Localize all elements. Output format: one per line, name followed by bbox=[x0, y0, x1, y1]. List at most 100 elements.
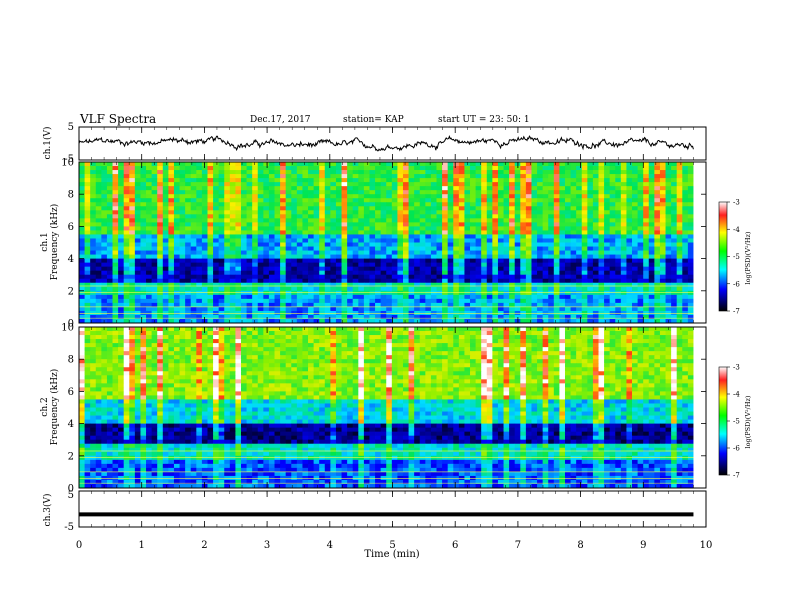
spectrogram-cell bbox=[497, 234, 504, 239]
spectrogram-cell bbox=[313, 298, 320, 304]
spectrogram-cell bbox=[548, 238, 555, 243]
spectrogram-cell bbox=[201, 331, 208, 336]
spectrogram-cell bbox=[324, 278, 331, 284]
spectrogram-cell bbox=[604, 314, 611, 320]
spectrogram-cell bbox=[637, 302, 644, 308]
spectrogram-cell bbox=[553, 294, 560, 300]
spectrogram-cell bbox=[659, 242, 666, 247]
spectrogram-cell bbox=[425, 174, 432, 179]
spectrogram-cell bbox=[151, 226, 158, 231]
spectrogram-cell bbox=[280, 343, 287, 348]
spectrogram-cell bbox=[659, 298, 666, 304]
spectrogram-cell bbox=[537, 202, 544, 207]
spectrogram-cell bbox=[112, 174, 119, 179]
spectrogram-cell bbox=[285, 214, 292, 219]
spectrogram-cell bbox=[486, 226, 493, 231]
spectrogram-cell bbox=[252, 218, 259, 223]
spectrogram-cell bbox=[542, 302, 549, 308]
spectrogram-cell bbox=[637, 238, 644, 243]
spectrogram-cell bbox=[671, 266, 678, 272]
spectrogram-cell bbox=[90, 314, 97, 320]
spectrogram-cell bbox=[458, 339, 465, 344]
spectrogram-cell bbox=[224, 206, 231, 211]
spectrogram-cell bbox=[347, 246, 354, 251]
spectrogram-cell bbox=[386, 242, 393, 247]
spectrogram-cell bbox=[402, 290, 409, 296]
spectrogram-cell bbox=[525, 230, 532, 235]
spectrogram-cell bbox=[659, 194, 666, 199]
spectrogram-cell bbox=[369, 274, 376, 280]
spectrogram-cell bbox=[570, 178, 577, 183]
spectrogram-cell bbox=[185, 190, 192, 195]
spectrogram-cell bbox=[497, 294, 504, 300]
spectrogram-cell bbox=[676, 182, 683, 187]
spectrogram-cell bbox=[442, 258, 449, 264]
spectrogram-cell bbox=[369, 318, 376, 324]
spectrogram-cell bbox=[118, 302, 125, 308]
spectrogram-cell bbox=[509, 206, 516, 211]
spectrogram-cell bbox=[626, 331, 633, 336]
spectrogram-cell bbox=[436, 162, 443, 167]
spectrogram-cell bbox=[380, 234, 387, 239]
spectrogram-cell bbox=[90, 306, 97, 312]
spectrogram-cell bbox=[542, 198, 549, 203]
spectrogram-cell bbox=[235, 238, 242, 243]
spectrogram-cell bbox=[458, 238, 465, 243]
spectrogram-cell bbox=[397, 298, 404, 304]
spectrogram-cell bbox=[347, 262, 354, 268]
spectrogram-cell bbox=[408, 290, 415, 296]
spectrogram-cell bbox=[553, 230, 560, 235]
spectrogram-cell bbox=[470, 343, 477, 348]
spectrogram-cell bbox=[341, 298, 348, 304]
spectrogram-cell bbox=[453, 246, 460, 251]
spectrogram-cell bbox=[302, 166, 309, 171]
spectrogram-cell bbox=[196, 335, 203, 340]
spectrogram-cell bbox=[687, 202, 694, 207]
spectrogram-cell bbox=[146, 294, 153, 300]
spectrogram-cell bbox=[207, 206, 214, 211]
spectrogram-cell bbox=[570, 258, 577, 264]
spectrogram-cell bbox=[553, 274, 560, 280]
spectrogram-cell bbox=[514, 234, 521, 239]
spectrogram-cell bbox=[497, 246, 504, 251]
spectrogram-cell bbox=[285, 290, 292, 296]
spectrogram-cell bbox=[486, 186, 493, 191]
spectrogram-cell bbox=[687, 230, 694, 235]
spectrogram-cell bbox=[419, 335, 426, 340]
spectrogram-cell bbox=[179, 182, 186, 187]
spectrogram-cell bbox=[542, 230, 549, 235]
spectrogram-cell bbox=[274, 162, 281, 167]
spectrogram-cell bbox=[503, 162, 510, 167]
spectrogram-cell bbox=[509, 198, 516, 203]
spectrogram-cell bbox=[246, 202, 253, 207]
spectrogram-cell bbox=[497, 190, 504, 195]
spectrogram-cell bbox=[559, 182, 566, 187]
spectrogram-cell bbox=[146, 254, 153, 259]
spectrogram-cell bbox=[604, 270, 611, 276]
spectrogram-cell bbox=[402, 294, 409, 300]
spectrogram-cell bbox=[285, 194, 292, 199]
spectrogram-cell bbox=[246, 246, 253, 251]
spectrogram-cell bbox=[559, 234, 566, 239]
spectrogram-cell bbox=[129, 198, 136, 203]
spectrogram-cell bbox=[436, 270, 443, 276]
spectrogram-cell bbox=[101, 270, 108, 276]
spectrogram-cell bbox=[363, 238, 370, 243]
spectrogram-cell bbox=[218, 170, 225, 175]
spectrogram-cell bbox=[632, 194, 638, 199]
spectrogram-cell bbox=[531, 238, 538, 243]
spectrogram-cell bbox=[676, 262, 683, 268]
spectrogram-cell bbox=[570, 226, 577, 231]
spectrogram-cell bbox=[408, 266, 415, 272]
spectrogram-cell bbox=[615, 339, 622, 344]
spectrogram-cell bbox=[559, 258, 566, 264]
spectrogram-cell bbox=[246, 214, 253, 219]
spectrogram-cell bbox=[464, 298, 471, 304]
spectrogram-cell bbox=[430, 182, 437, 187]
spectrogram-cell bbox=[430, 166, 437, 171]
spectrogram-cell bbox=[464, 286, 471, 292]
spectrogram-cell bbox=[509, 335, 516, 340]
spectrogram-cell bbox=[235, 174, 242, 179]
spectrogram-cell bbox=[324, 218, 331, 223]
spectrogram-cell bbox=[615, 206, 622, 211]
